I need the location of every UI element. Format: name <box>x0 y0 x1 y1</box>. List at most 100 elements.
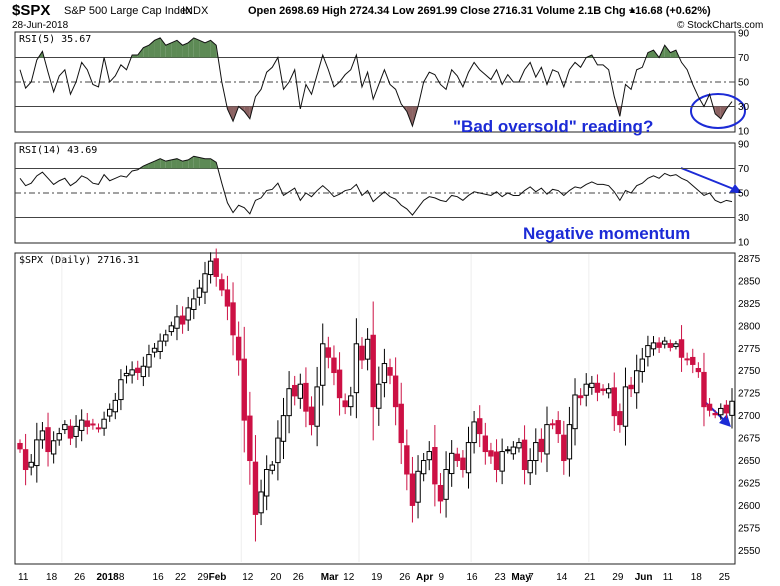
candle-body <box>364 338 371 360</box>
x-tick-label: 8 <box>119 572 125 583</box>
x-tick-label: May <box>511 572 531 583</box>
candle-body <box>62 424 68 431</box>
price-y-tick-label: 2750 <box>738 366 761 377</box>
candle-body <box>207 260 214 276</box>
candle-body <box>73 425 79 437</box>
candle-body <box>662 340 668 345</box>
candle-body <box>533 442 539 462</box>
candle-body <box>690 356 696 365</box>
candle-body <box>701 371 707 408</box>
x-tick-label: 11 <box>663 572 674 583</box>
candle-body <box>191 298 197 310</box>
x-tick-label: 21 <box>584 572 596 583</box>
rsi14-zone-fill <box>176 158 183 169</box>
candle-body <box>706 403 713 411</box>
candle-body <box>224 289 231 307</box>
candle-body <box>336 369 343 399</box>
candle-body <box>314 386 320 427</box>
price-y-tick-label: 2650 <box>738 456 761 467</box>
price-y-tick-label: 2675 <box>738 434 761 445</box>
candle-body <box>179 315 186 325</box>
candle-body <box>589 382 595 388</box>
candle-body <box>28 461 34 468</box>
candle-body <box>566 424 573 460</box>
x-tick-label: 12 <box>343 572 355 583</box>
x-tick-label: Mar <box>321 572 339 583</box>
candle-body <box>420 460 427 475</box>
price-y-tick-label: 2875 <box>738 254 761 265</box>
rsi5-zone-fill <box>182 42 189 58</box>
up-arrow-icon: ▲ <box>628 5 637 15</box>
rsi14-y-tick-label: 10 <box>738 238 750 249</box>
candle-body <box>673 343 679 348</box>
candle-body <box>667 343 674 348</box>
x-tick-label: 23 <box>495 572 507 583</box>
price-y-tick-label: 2550 <box>738 546 761 557</box>
candle-body <box>488 450 494 457</box>
rsi5-title: RSI(5) 35.67 <box>19 34 91 45</box>
candle-body <box>213 258 219 277</box>
candle-body <box>163 334 169 342</box>
candle-body <box>235 336 242 361</box>
rsi14-y-tick-label: 30 <box>738 213 750 224</box>
candle-body <box>34 439 40 467</box>
candle-body <box>482 435 489 453</box>
candle-body <box>185 307 191 321</box>
rsi14-title: RSI(14) 43.69 <box>19 145 97 156</box>
candle-body <box>712 412 718 416</box>
rsi5-zone-fill <box>165 42 172 58</box>
candle-body <box>572 394 578 430</box>
rsi14-y-tick-label: 50 <box>738 189 750 200</box>
oversold-highlight-ellipse <box>690 93 746 129</box>
symbol-label: $SPX <box>12 2 50 19</box>
rsi14-series-group: 90 70 50 30 10 <box>15 140 750 249</box>
rsi5-line <box>19 37 733 128</box>
price-y-tick-label: 2825 <box>738 299 761 310</box>
rsi5-zone-fill <box>244 106 250 119</box>
candle-body <box>577 395 584 399</box>
candle-body <box>342 400 348 408</box>
x-tick-label: 16 <box>467 572 479 583</box>
rsi5-zone-fill <box>132 55 138 58</box>
candle-body <box>594 382 601 393</box>
candle-body <box>297 383 304 399</box>
candle-body <box>45 427 51 453</box>
x-tick-label: 19 <box>371 572 383 583</box>
candle-body <box>415 470 421 503</box>
candle-body <box>348 395 354 408</box>
x-tick-label: 12 <box>242 572 254 583</box>
candle-body <box>241 358 247 421</box>
candle-body <box>280 415 287 442</box>
rsi14-zone-fill <box>143 163 149 169</box>
candle-body <box>39 430 46 441</box>
rsi14-zone-fill <box>160 158 166 169</box>
rsi5-y-tick-label: 70 <box>738 53 750 64</box>
x-tick-label: 14 <box>556 572 568 583</box>
candle-body <box>493 451 500 471</box>
rsi5-zone-fill <box>715 106 721 119</box>
rsi5-zone-fill <box>143 45 149 58</box>
x-tick-label: 11 <box>18 572 29 583</box>
rsi14-trend-arrow-line <box>680 167 737 191</box>
rsi14-y-tick-label: 90 <box>738 140 750 151</box>
candle-body <box>477 418 483 435</box>
rsi5-y-tick-label: 10 <box>738 127 750 138</box>
price-y-tick-label: 2625 <box>738 478 761 489</box>
candle-body <box>409 473 416 506</box>
candle-body <box>140 365 147 378</box>
rsi14-arrow-head-icon <box>729 184 742 193</box>
candle-body <box>359 345 365 361</box>
x-tick-label: 7 <box>528 572 534 583</box>
watermark-logo: © StockCharts.com <box>677 20 763 31</box>
rsi14-zone-fill <box>210 158 217 169</box>
candle-body <box>308 406 315 426</box>
candle-body <box>50 440 57 455</box>
candle-body <box>22 449 29 471</box>
rsi5-zone-fill <box>199 40 206 58</box>
candle-body <box>684 358 690 361</box>
rsi5-series-group: 90 70 50 30 10 <box>15 29 750 138</box>
candle-body <box>129 369 135 376</box>
x-tick-label: Jun <box>635 572 653 583</box>
